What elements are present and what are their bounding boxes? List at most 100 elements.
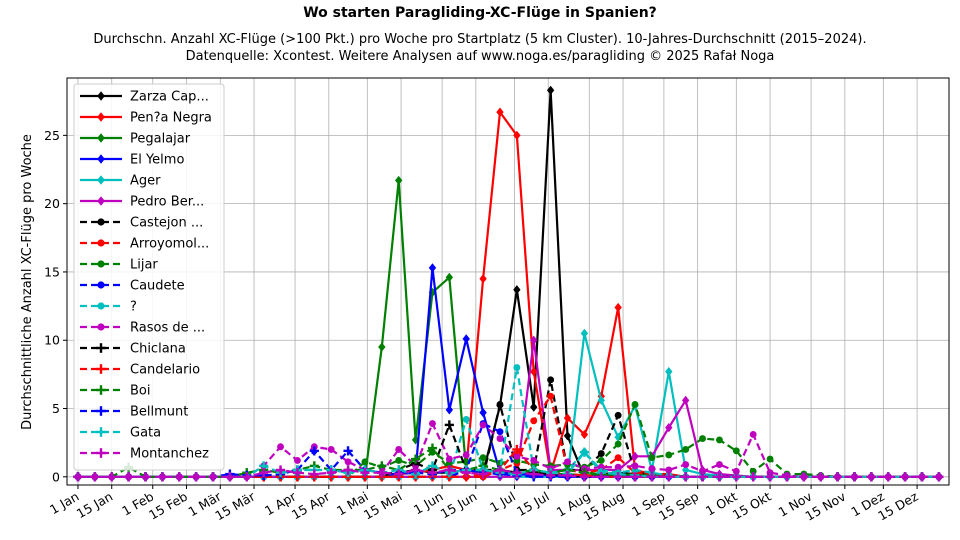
data-point <box>714 472 725 482</box>
data-point <box>866 472 876 482</box>
data-point <box>97 302 105 310</box>
x-tick-label: 15 Jan <box>74 489 115 522</box>
legend-label: Lijar <box>130 258 158 273</box>
data-point <box>681 472 691 482</box>
legend-label: Zarza Cap... <box>130 90 209 105</box>
legend-label: Montanchez <box>130 447 209 462</box>
data-point <box>529 469 539 479</box>
series-layer <box>73 85 944 482</box>
data-point <box>547 392 555 400</box>
legend-entry: El Yelmo <box>80 153 184 168</box>
data-point <box>530 335 538 345</box>
chart-title: Wo starten Paragliding-XC-Flüge in Spani… <box>303 5 657 21</box>
data-point <box>97 260 105 268</box>
data-point <box>225 472 235 482</box>
y-tick-label: 5 <box>52 401 60 416</box>
data-point <box>259 468 269 478</box>
x-tick-label: 15 Okt <box>730 489 774 523</box>
legend-label: Chiclana <box>130 342 186 357</box>
x-tick-label: 15 Apr <box>289 488 333 522</box>
data-point <box>428 263 437 273</box>
data-point <box>697 472 708 482</box>
data-point <box>614 411 622 419</box>
data-point <box>682 446 690 453</box>
data-point <box>97 112 105 122</box>
legend-label: ? <box>130 300 137 315</box>
data-point <box>562 470 573 481</box>
data-point <box>631 462 639 470</box>
data-point <box>496 428 504 436</box>
data-point <box>73 472 83 482</box>
data-point <box>191 472 201 482</box>
data-point <box>749 467 757 475</box>
data-point <box>664 472 674 482</box>
x-tick-label: 15 Mai <box>361 489 405 523</box>
data-point <box>647 472 657 482</box>
legend-entry: Arroyomol... <box>80 237 209 252</box>
data-point <box>427 443 438 453</box>
data-point <box>799 472 809 482</box>
data-point <box>411 435 420 445</box>
data-point <box>782 472 792 482</box>
y-tick-label: 10 <box>44 333 60 348</box>
data-point <box>630 472 640 482</box>
y-tick-label: 15 <box>44 264 60 279</box>
data-point <box>97 323 105 331</box>
x-tick-label: 1 Jul <box>487 489 518 515</box>
chart-subtitle-2: Datenquelle: Xcontest. Weitere Analysen … <box>186 49 775 64</box>
data-point <box>478 469 488 479</box>
data-point <box>614 454 622 462</box>
data-point <box>530 417 538 425</box>
data-point <box>579 472 589 482</box>
data-point <box>715 436 723 444</box>
data-point <box>360 468 370 478</box>
data-point <box>597 395 605 405</box>
legend-label: Bellmunt <box>130 405 188 420</box>
data-point <box>749 431 757 438</box>
data-point <box>564 458 571 466</box>
data-point <box>327 446 335 453</box>
legend-label: Caudete <box>130 279 185 294</box>
data-point <box>596 472 606 482</box>
data-point <box>917 472 927 482</box>
data-point <box>816 472 826 482</box>
data-point <box>96 427 106 437</box>
data-point <box>292 468 303 478</box>
data-point <box>174 472 184 482</box>
data-point <box>883 472 893 482</box>
data-point <box>732 467 740 475</box>
data-point <box>547 376 555 384</box>
legend-entry: Castejon ... <box>80 216 203 231</box>
legend-label: Boi <box>130 384 150 399</box>
data-point <box>428 287 437 298</box>
data-point <box>445 405 454 415</box>
data-point <box>97 133 105 143</box>
y-tick-label: 20 <box>44 196 60 211</box>
data-point <box>530 402 538 412</box>
data-point <box>97 239 105 247</box>
data-point <box>97 196 105 206</box>
data-point <box>479 454 487 462</box>
data-point <box>344 458 352 466</box>
data-point <box>97 281 105 289</box>
legend-entry: Boi <box>80 384 150 399</box>
legend-label: Castejon ... <box>130 216 203 231</box>
legend-entry: Pedro Ber... <box>80 195 204 210</box>
legend-entry: Lijar <box>80 258 158 273</box>
data-point <box>613 472 623 482</box>
data-point <box>96 385 106 395</box>
data-point <box>410 454 421 464</box>
data-point <box>513 285 521 295</box>
data-point <box>665 367 673 377</box>
data-point <box>597 456 605 464</box>
data-point <box>631 400 639 408</box>
data-point <box>766 455 774 463</box>
data-point <box>614 302 622 313</box>
x-tick-label: 15 Mär <box>212 488 258 523</box>
data-point <box>242 472 252 482</box>
data-point <box>648 454 656 462</box>
legend-entry: Gata <box>80 426 161 441</box>
data-point <box>96 343 106 353</box>
data-point <box>427 468 438 478</box>
